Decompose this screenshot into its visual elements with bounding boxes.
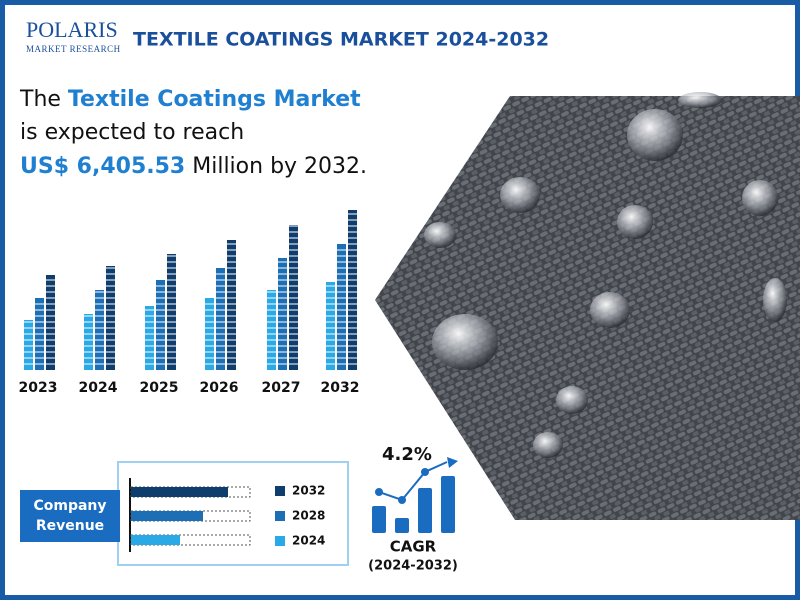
growth-bars xyxy=(24,210,357,370)
legend-label: 2032 xyxy=(292,484,325,498)
growth-column xyxy=(326,282,335,370)
growth-column xyxy=(337,244,346,370)
legend-swatch xyxy=(275,511,285,521)
cagr-icon: 4.2% CAGR (2024-2032) xyxy=(368,444,458,574)
fabric-image xyxy=(375,92,800,520)
legend-swatch xyxy=(275,536,285,546)
growth-column xyxy=(145,306,154,370)
headline-line: The Textile Coatings Market xyxy=(19,87,361,112)
growth-column xyxy=(167,254,176,370)
logo: POLARIS MARKET RESEARCH xyxy=(26,17,121,54)
growth-column xyxy=(267,290,276,370)
growth-column xyxy=(227,240,236,370)
cagr-period: (2024-2032) xyxy=(368,559,458,574)
revenue-bar xyxy=(131,487,228,497)
headline-text: The xyxy=(19,87,68,112)
cagr-value: 4.2% xyxy=(382,444,432,465)
growth-column xyxy=(24,320,33,370)
growth-column xyxy=(216,268,225,370)
headline-line: US$ 6,405.53 Million by 2032. xyxy=(20,154,367,179)
year-label: 2025 xyxy=(140,380,179,396)
growth-column xyxy=(156,280,165,370)
revenue-panel: Company Revenue 2032 2028 2024 xyxy=(20,461,349,566)
revenue-bar xyxy=(131,511,203,521)
growth-column xyxy=(95,290,104,370)
headline-highlight: Textile Coatings Market xyxy=(68,87,361,112)
growth-column xyxy=(278,258,287,370)
year-label: 2032 xyxy=(321,380,360,396)
legend-label: 2024 xyxy=(292,534,325,548)
logo-sub: MARKET RESEARCH xyxy=(26,44,121,54)
headline-line: is expected to reach xyxy=(20,120,244,145)
growth-column xyxy=(84,314,93,370)
year-label: 2026 xyxy=(200,380,239,396)
revenue-bar xyxy=(131,535,180,545)
label-box xyxy=(20,490,120,542)
legend-swatch xyxy=(275,486,285,496)
cagr-label: CAGR xyxy=(390,538,437,556)
panel-label: Company xyxy=(33,498,106,514)
page-title: TEXTILE COATINGS MARKET 2024-2032 xyxy=(133,29,549,51)
panel-label: Revenue xyxy=(36,518,104,534)
legend-label: 2028 xyxy=(292,509,325,523)
year-labels: 2023 2024 2025 2026 2027 2032 xyxy=(19,380,360,396)
growth-column xyxy=(348,210,357,370)
headline-highlight: US$ 6,405.53 xyxy=(20,154,185,179)
panel-box xyxy=(117,461,349,566)
year-label: 2023 xyxy=(19,380,58,396)
growth-column xyxy=(106,266,115,370)
year-label: 2024 xyxy=(79,380,118,396)
logo-name: POLARIS xyxy=(26,17,118,42)
headline-text: Million by 2032. xyxy=(185,154,367,179)
year-label: 2027 xyxy=(262,380,301,396)
